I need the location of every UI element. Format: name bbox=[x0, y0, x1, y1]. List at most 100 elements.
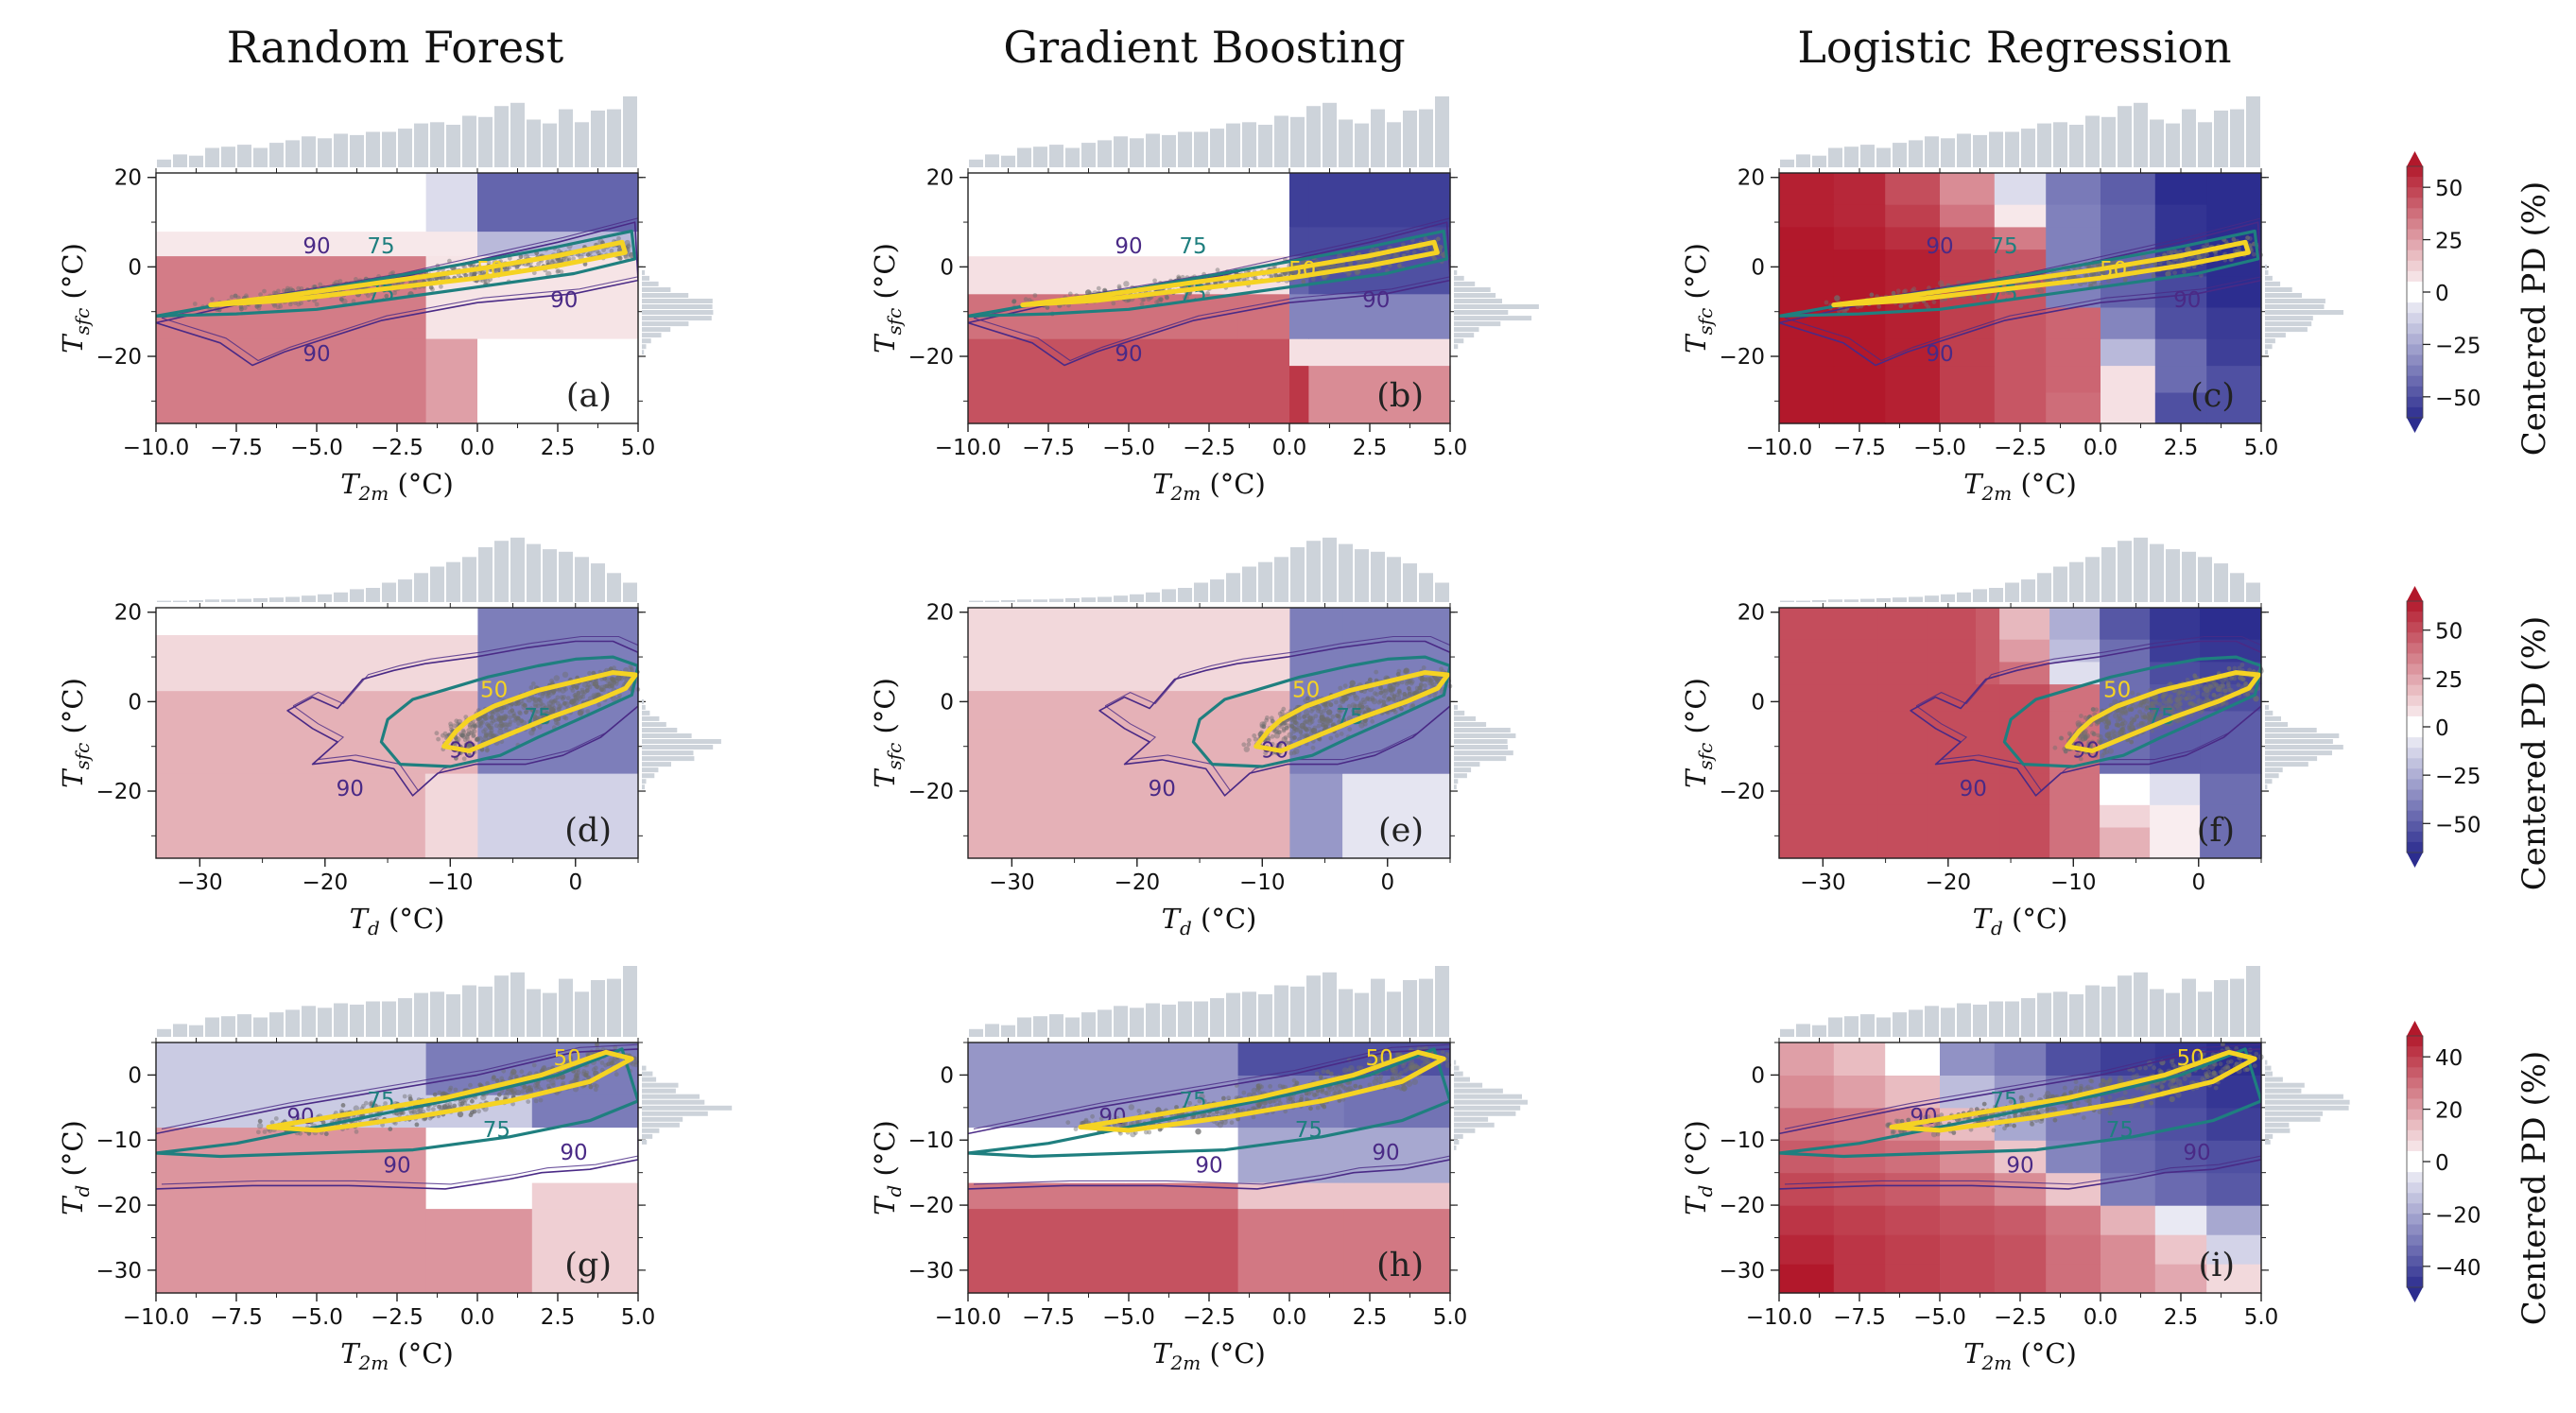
heatmap-cell bbox=[156, 773, 426, 859]
scatter-point bbox=[292, 301, 298, 305]
hist-bar bbox=[1844, 599, 1859, 602]
scatter-point bbox=[338, 297, 344, 302]
hist-bar bbox=[1876, 147, 1891, 167]
heatmap-cells bbox=[1779, 608, 2262, 859]
scatter-point bbox=[490, 733, 495, 739]
hist-bar bbox=[642, 1065, 647, 1071]
scatter-point bbox=[624, 239, 631, 247]
heatmap-cell bbox=[1308, 338, 1451, 367]
scatter-point bbox=[1301, 279, 1306, 284]
hist-bar bbox=[1828, 147, 1842, 167]
scatter-point bbox=[1264, 717, 1269, 723]
x-tick-label: −2.5 bbox=[1183, 436, 1236, 460]
scatter-point bbox=[566, 256, 572, 261]
scatter-point bbox=[2117, 730, 2123, 736]
scatter-point bbox=[1279, 724, 1284, 730]
hist-bar bbox=[1210, 129, 1224, 167]
scatter-point bbox=[1396, 689, 1402, 694]
scatter-point bbox=[531, 1062, 537, 1068]
heatmap-cell bbox=[2046, 173, 2101, 205]
scatter-point bbox=[427, 277, 433, 283]
scatter-point bbox=[601, 687, 606, 693]
hist-bar bbox=[1081, 597, 1096, 602]
scatter-point bbox=[414, 1122, 420, 1128]
scatter-point bbox=[493, 268, 498, 274]
hist-bar bbox=[494, 106, 509, 167]
scatter-point bbox=[555, 269, 561, 274]
heatmap-cell bbox=[1999, 608, 2050, 640]
scatter-point bbox=[559, 269, 564, 275]
heatmap-cell bbox=[1999, 804, 2050, 828]
hist-bar bbox=[2265, 321, 2312, 327]
heatmap-cell bbox=[1125, 1208, 1239, 1294]
panel-label: (e) bbox=[1378, 812, 1424, 850]
scatter-point bbox=[1165, 295, 1169, 301]
side-marginal-histogram bbox=[2265, 704, 2343, 790]
scatter-point bbox=[388, 1127, 393, 1131]
hist-bar bbox=[1081, 143, 1096, 167]
contour-label-75: 75 bbox=[367, 234, 394, 259]
scatter-point bbox=[1373, 691, 1377, 697]
scatter-point bbox=[1096, 285, 1101, 291]
hist-bar bbox=[350, 589, 364, 602]
contour-label-90: 90 bbox=[1926, 342, 1953, 367]
hist-bar bbox=[985, 154, 999, 167]
scatter-point bbox=[1211, 1111, 1216, 1117]
scatter-point bbox=[496, 1092, 502, 1097]
x-tick-label: −5.0 bbox=[1102, 436, 1155, 460]
side-marginal-histogram bbox=[1454, 269, 1539, 350]
hist-bar bbox=[414, 573, 428, 602]
heatmap-cell bbox=[1994, 173, 2047, 205]
scatter-point bbox=[1308, 1106, 1313, 1111]
hist-bar bbox=[2265, 767, 2283, 773]
scatter-point bbox=[2168, 694, 2173, 699]
hist-bar bbox=[1306, 541, 1321, 602]
heatmap-cell bbox=[1122, 365, 1239, 424]
scatter-point bbox=[472, 1109, 477, 1114]
hist-bar bbox=[2182, 551, 2196, 602]
scatter-point bbox=[471, 723, 476, 729]
scatter-point bbox=[1293, 720, 1298, 725]
contour-label-50: 50 bbox=[2103, 679, 2131, 703]
scatter-point bbox=[572, 698, 577, 703]
hist-bar bbox=[302, 1006, 316, 1037]
hist-bar bbox=[269, 597, 284, 602]
scatter-point bbox=[626, 243, 631, 249]
heatmap-cell bbox=[1122, 338, 1239, 367]
scatter-point bbox=[262, 1129, 268, 1134]
scatter-point bbox=[486, 260, 492, 266]
heatmap-cell bbox=[968, 365, 1123, 424]
scatter-point bbox=[563, 715, 569, 721]
hist-bar bbox=[366, 588, 380, 602]
hist-bar bbox=[494, 975, 509, 1037]
scatter-point bbox=[2135, 265, 2141, 270]
hist-bar bbox=[285, 596, 300, 602]
scatter-point bbox=[562, 695, 566, 699]
scatter-point bbox=[571, 256, 576, 261]
scatter-point bbox=[1356, 268, 1361, 274]
hist-bar bbox=[1162, 589, 1176, 602]
heatmap-cell bbox=[1122, 226, 1239, 257]
x-axis-label: T2m (°C) bbox=[340, 468, 454, 505]
scatter-point bbox=[1347, 270, 1352, 276]
heatmap-cell bbox=[2101, 307, 2156, 339]
hist-bar bbox=[1387, 557, 1401, 602]
scatter-point bbox=[551, 1082, 556, 1088]
scatter-point bbox=[276, 288, 281, 294]
hist-bar bbox=[269, 143, 284, 167]
hist-bar bbox=[559, 109, 573, 167]
scatter-point bbox=[614, 1072, 619, 1077]
hist-bar bbox=[2265, 264, 2268, 269]
heatmap-cell bbox=[1833, 391, 1886, 424]
scatter-point bbox=[609, 676, 614, 681]
hist-bar bbox=[642, 293, 689, 298]
x-tick-label: −30 bbox=[1800, 870, 1846, 895]
hist-bar bbox=[1454, 722, 1487, 727]
scatter-point bbox=[1392, 253, 1397, 258]
hist-bar bbox=[253, 147, 268, 167]
scatter-point bbox=[366, 293, 371, 299]
scatter-point bbox=[314, 302, 320, 307]
heatmap-cell bbox=[1927, 804, 1977, 828]
scatter-point bbox=[461, 730, 467, 734]
